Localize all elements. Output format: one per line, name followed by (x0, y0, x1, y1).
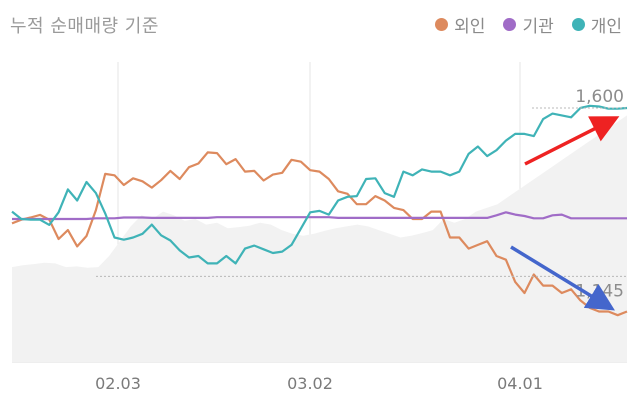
legend-label: 외인 (454, 17, 486, 37)
chart-title: 누적 순매매량 기준 (10, 16, 159, 37)
legend-item-individual[interactable]: 개인 (571, 12, 622, 37)
x-tick-label-1: 03.02 (287, 374, 333, 393)
series-line-0 (11, 151, 628, 317)
series-line-1 (12, 211, 627, 221)
arrow-up-icon (524, 116, 620, 166)
legend-dot-icon (571, 18, 585, 31)
legend-label: 개인 (590, 17, 622, 37)
max-value-label: 1,600 (575, 87, 624, 107)
legend-dot-icon (435, 18, 449, 31)
background-area (12, 115, 627, 363)
legend-label: 기관 (522, 17, 554, 37)
x-tick-label-2: 04.01 (497, 374, 543, 393)
legend-item-institution[interactable]: 기관 (503, 12, 554, 37)
series-line-2 (11, 104, 628, 265)
arrow-down-icon (510, 245, 615, 311)
x-tick-label-0: 02.03 (95, 374, 141, 393)
legend-dot-icon (503, 18, 517, 31)
legend: 외인 기관 개인 (435, 12, 622, 37)
legend-item-foreign[interactable]: 외인 (435, 12, 485, 37)
